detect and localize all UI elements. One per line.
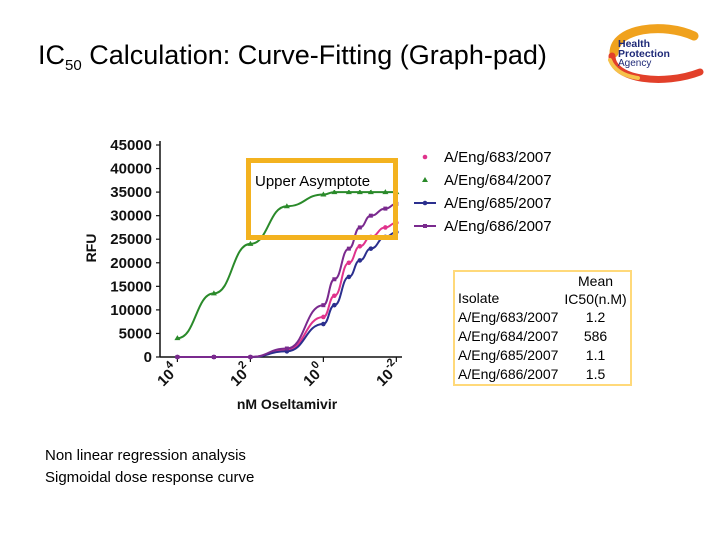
logo-line-1: Health [618,38,651,50]
y-tick-label: 25000 [110,231,152,248]
x-tick-text: 102 [224,359,255,390]
data-point [332,302,337,308]
data-point [331,189,338,195]
table-header-ic50: Mean IC50(n.M) [561,271,630,308]
table-row: A/Eng/684/2007 586 [454,327,631,346]
table-row: A/Eng/683/2007 1.2 [454,308,631,327]
data-point [383,206,388,211]
data-point [383,225,388,230]
legend-label: A/Eng/686/2007 [444,218,552,235]
table-cell-isolate: A/Eng/686/2007 [458,366,559,382]
x-tick-text: 104 [151,358,183,390]
data-point [345,189,352,195]
page-title: IC50 Calculation: Curve-Fitting (Graph-p… [38,40,547,74]
ic50-header-line2: IC50(n.M) [564,291,627,307]
data-point [321,321,326,327]
data-point [368,213,373,218]
x-tick-label: 104 [151,358,183,390]
data-point [346,260,352,266]
data-point [357,225,362,230]
series-line [177,221,397,358]
isolate-header-text: Isolate [458,290,500,306]
x-tick-text: 100 [297,359,328,390]
y-tick-label: 40000 [110,161,152,178]
y-tick-label: 30000 [110,208,152,225]
x-tick-label: 10-2 [370,356,404,390]
data-point [320,191,327,197]
series-line [177,191,397,340]
legend-label: A/Eng/684/2007 [444,172,552,189]
title-rest: Calculation: Curve-Fitting (Graph-pad) [81,40,547,70]
data-point [283,203,290,209]
data-point [210,290,217,296]
table-row: A/Eng/685/2007 1.1 [454,346,631,365]
x-tick-label: 100 [297,359,328,390]
data-point [284,346,289,351]
x-axis-label: nM Oseltamivir [237,396,338,412]
table-cell-ic50: 1.5 [585,366,606,382]
title-subscript: 50 [65,57,82,74]
legend-marker [422,200,428,206]
logo-line-3: Agency [618,58,652,69]
hpa-swirl-logo-icon [608,24,704,83]
data-point [357,258,363,263]
x-tick-text: 10-2 [370,356,404,390]
data-point [356,189,363,195]
data-point [332,277,337,282]
data-point [357,243,363,249]
logo-line-2: Protection [618,48,670,60]
y-axis-label: RFU [83,234,99,263]
legend-label: A/Eng/683/2007 [444,149,552,166]
data-point [346,274,352,280]
data-point [321,303,326,308]
table-cell-isolate: A/Eng/685/2007 [458,347,559,363]
y-tick-label: 15000 [110,278,152,295]
data-point [175,355,180,359]
table-header-row: Isolate Mean IC50(n.M) [454,271,631,308]
x-tick-label: 102 [224,359,255,390]
y-tick-label: 35000 [110,184,152,201]
legend-marker [422,177,428,182]
x-tick-base: 10 [227,366,251,390]
ic50-header-line1: Mean [578,273,614,289]
x-tick-base: 10 [154,366,178,390]
logo-text: Health Protection Agency [618,39,670,69]
data-point [211,355,216,359]
upper-asymptote-box [246,158,398,240]
y-tick-label: 10000 [110,302,152,319]
y-tick-label: 20000 [110,255,152,272]
legend-marker [423,224,427,228]
table-cell-ic50: 1.2 [585,309,606,325]
title-ic: IC [38,40,65,70]
legend-label: A/Eng/685/2007 [444,195,552,212]
data-point [321,314,326,320]
data-point [174,335,181,341]
legend-marker [422,154,428,160]
y-tick-label: 5000 [119,325,152,342]
ic50-table: Isolate Mean IC50(n.M) A/Eng/683/2007 1.2… [453,270,632,386]
y-tick-label: 45000 [110,137,152,154]
table-cell-ic50: 1.1 [585,347,606,363]
data-point [332,293,337,299]
data-point [367,189,374,195]
analysis-notes: Non linear regression analysis Sigmoidal… [45,445,254,489]
upper-asymptote-label: Upper Asymptote [254,173,372,190]
table-cell-isolate: A/Eng/684/2007 [458,328,559,344]
data-point [368,246,374,251]
data-point [346,246,351,251]
data-point [248,355,253,359]
x-tick-base: 10 [373,366,397,390]
data-point [382,189,389,195]
table-cell-isolate: A/Eng/683/2007 [458,309,559,325]
data-point [247,240,254,246]
table-cell-ic50: 586 [583,328,608,344]
note-line-2: Sigmoidal dose response curve [45,469,255,486]
table-row: A/Eng/686/2007 1.5 [454,365,631,385]
table-header-isolate: Isolate [454,271,561,308]
note-line-1: Non linear regression analysis [45,447,246,464]
x-tick-base: 10 [300,366,324,390]
y-tick-label: 0 [144,349,152,366]
